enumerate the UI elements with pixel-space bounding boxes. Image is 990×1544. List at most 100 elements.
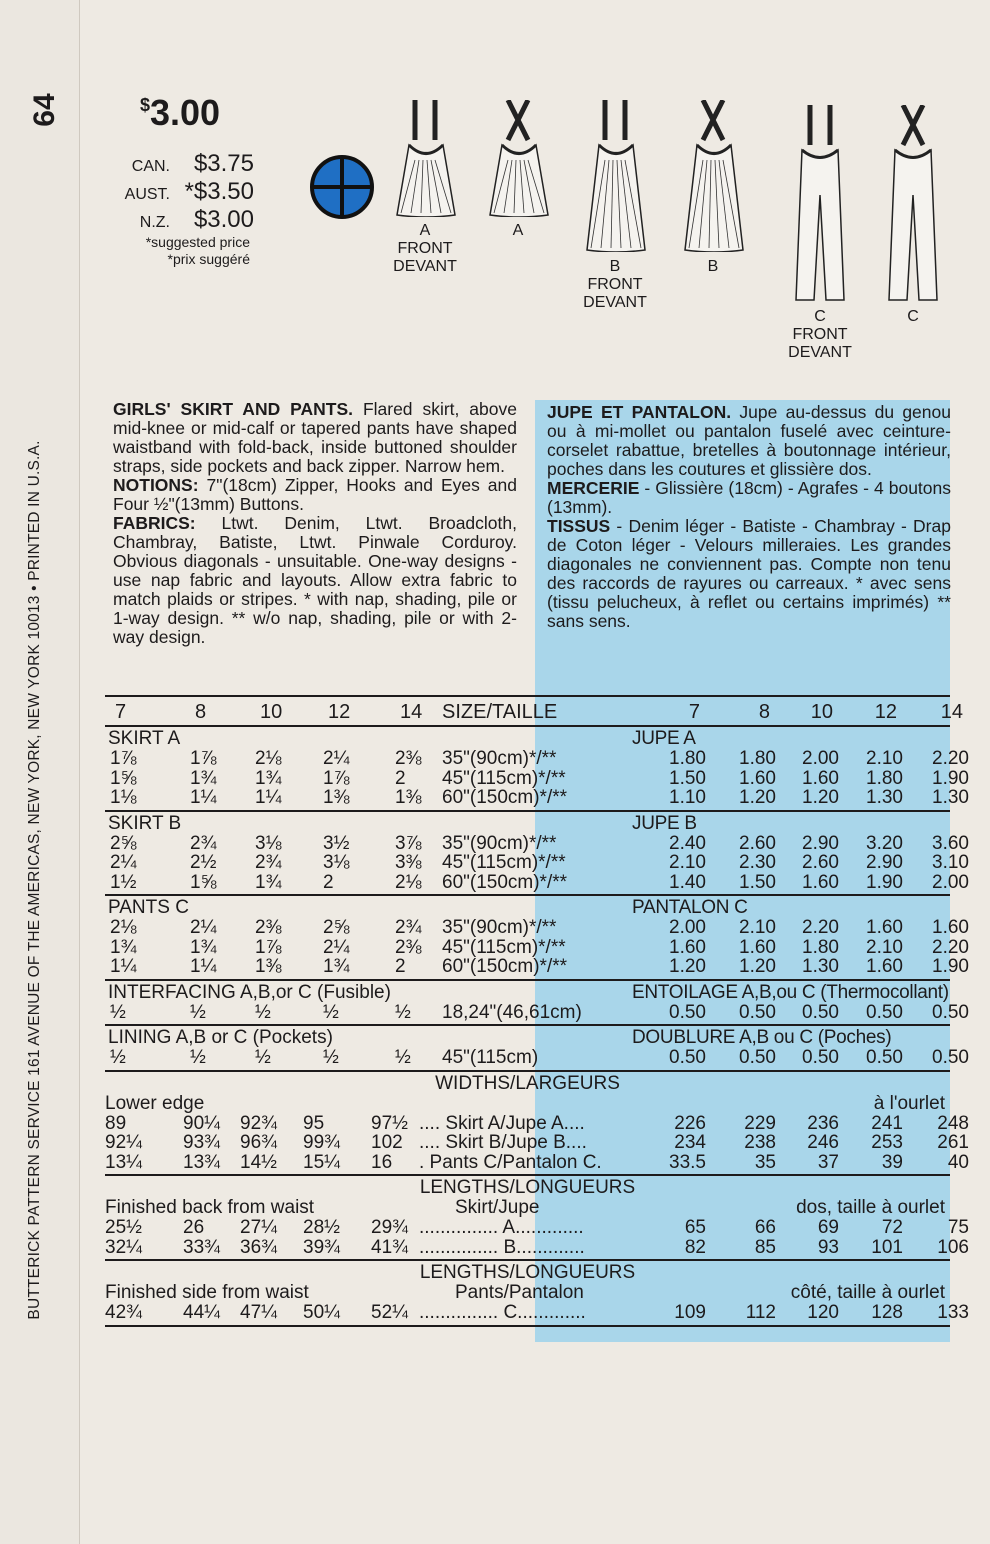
metric-value: 1.80 bbox=[802, 936, 839, 958]
metric-value: 0.50 bbox=[866, 1001, 903, 1023]
imperial-value: 1⅜ bbox=[255, 956, 282, 977]
section-title-fr: JUPE A bbox=[632, 728, 696, 749]
metric-value: 3.20 bbox=[866, 832, 903, 854]
measure-title-row: LENGTHS/LONGUEURS bbox=[105, 1263, 950, 1283]
imperial-value: 1¾ bbox=[255, 767, 282, 789]
imperial-value: 1⅞ bbox=[255, 936, 282, 958]
cm-value: 112 bbox=[745, 1302, 776, 1323]
inches-value: 102 bbox=[371, 1132, 403, 1153]
cm-value: 35 bbox=[754, 1151, 776, 1173]
measure-label-fr: dos, taille à ourlet bbox=[796, 1197, 945, 1218]
measure-subtitle-row: Finished back from waist Skirt/Jupe dos, t… bbox=[105, 1198, 950, 1218]
view-label: C FRONT DEVANT bbox=[788, 308, 852, 361]
imperial-value: 1½ bbox=[110, 871, 137, 893]
view-b-drawing bbox=[586, 100, 646, 252]
imperial-value: ½ bbox=[323, 1047, 339, 1068]
imperial-value: 2⅝ bbox=[110, 832, 137, 854]
cm-value: 229 bbox=[744, 1112, 776, 1134]
fabric-width: 18,24"(46,61cm) bbox=[442, 1001, 582, 1023]
divider bbox=[105, 1259, 950, 1261]
metric-value: 2.10 bbox=[739, 917, 776, 938]
cm-value: 39 bbox=[881, 1151, 903, 1173]
metric-value: 3.60 bbox=[932, 832, 969, 854]
metric-value: 1.80 bbox=[739, 748, 776, 769]
metric-value: 2.00 bbox=[802, 748, 839, 769]
view-c-drawing bbox=[795, 105, 845, 301]
table-row: 1¾ 1¾ 1⅞ 2¼ 2⅜ 45"(115cm)*/** 1.60 1.60 1.80 2.10… bbox=[105, 936, 969, 958]
inches-value: 28½ bbox=[303, 1217, 340, 1238]
cm-value: 85 bbox=[754, 1236, 776, 1258]
metric-value: 2.10 bbox=[866, 748, 903, 769]
fabric-width: 45"(115cm)*/** bbox=[442, 767, 566, 789]
imperial-value: 1⅝ bbox=[190, 871, 217, 893]
imperial-value: 2⅛ bbox=[110, 917, 137, 938]
cm-value: 65 bbox=[684, 1217, 706, 1238]
imperial-value: 1⅛ bbox=[110, 787, 137, 808]
view-c-drawing bbox=[888, 105, 938, 301]
divider bbox=[105, 978, 950, 981]
imperial-value: ½ bbox=[255, 1001, 271, 1023]
inches-value: 14½ bbox=[240, 1151, 277, 1173]
inches-value: 52¼ bbox=[371, 1302, 408, 1323]
imperial-value: 1¾ bbox=[190, 767, 217, 789]
imperial-value: 1⅜ bbox=[323, 787, 350, 808]
imperial-value: 1⅜ bbox=[395, 787, 422, 808]
imperial-value: 1¾ bbox=[190, 936, 217, 958]
table-row: 92¼ 93¾ 96¾ 99¾ 102 .... Skirt B/Jupe B.... 23… bbox=[105, 1132, 969, 1153]
cm-value: 241 bbox=[871, 1112, 903, 1134]
table-row: 25½ 26 27¼ 28½ 29¾ ............... A.........… bbox=[105, 1217, 969, 1238]
metric-value: 1.60 bbox=[802, 767, 839, 789]
cm-value: 37 bbox=[817, 1151, 839, 1173]
size-label: 10 bbox=[810, 701, 833, 723]
metric-value: 1.90 bbox=[932, 767, 969, 789]
imperial-value: 3⅛ bbox=[255, 832, 282, 854]
view-a-drawing bbox=[489, 100, 549, 217]
metric-value: 1.20 bbox=[739, 956, 776, 977]
fabric-width: 45"(115cm) bbox=[442, 1047, 539, 1068]
section-title-en: INTERFACING A,B,or C (Fusible) bbox=[108, 981, 391, 1003]
imperial-value: 2¾ bbox=[395, 917, 422, 938]
garment-label: .... Skirt A/Jupe A.... bbox=[419, 1112, 585, 1134]
metric-value: 1.20 bbox=[739, 787, 776, 808]
imperial-value: 1⅝ bbox=[110, 767, 137, 789]
measure-title: WIDTHS/LARGEURS bbox=[435, 1072, 620, 1094]
imperial-value: ½ bbox=[110, 1047, 126, 1068]
view-label: A bbox=[512, 222, 524, 239]
metric-value: 1.60 bbox=[739, 936, 776, 958]
imperial-value: 2¼ bbox=[323, 936, 350, 958]
metric-value: 1.50 bbox=[739, 871, 776, 893]
metric-value: 1.90 bbox=[866, 871, 903, 893]
measure-title: LENGTHS/LONGUEURS bbox=[419, 1177, 636, 1198]
section-title-row: SKIRT B JUPE B bbox=[105, 814, 950, 834]
metric-value: 2.90 bbox=[866, 852, 903, 873]
suggested-price-note: *suggested price bbox=[145, 234, 250, 250]
imperial-value: 2⅜ bbox=[255, 917, 282, 938]
section-title-fr: ENTOILAGE A,B,ou C (Thermocollant) bbox=[632, 981, 949, 1003]
cm-value: 106 bbox=[937, 1236, 969, 1258]
table-row: ½ ½ ½ ½ ½ 18,24"(46,61cm) 0.50 0.50 0.50 0.50 0.50 bbox=[105, 1001, 969, 1023]
cm-value: 238 bbox=[744, 1132, 776, 1153]
divider bbox=[105, 1069, 950, 1072]
metric-value: 1.20 bbox=[802, 787, 839, 808]
metric-value: 1.30 bbox=[802, 956, 839, 977]
measure-label-en: Finished back from waist bbox=[105, 1197, 315, 1218]
view-a-drawing bbox=[396, 100, 456, 217]
imperial-value: 3⅜ bbox=[395, 852, 422, 873]
imperial-value: 2⅜ bbox=[395, 748, 422, 769]
table-row: 2⅛ 2¼ 2⅜ 2⅝ 2¾ 35"(90cm)*/** 2.00 2.10 2.20 1.60 1… bbox=[105, 917, 969, 938]
imperial-value: 1¼ bbox=[110, 956, 137, 977]
inches-value: 27¼ bbox=[240, 1217, 277, 1238]
size-label: 12 bbox=[328, 701, 351, 723]
table-row: 2⅝ 2¾ 3⅛ 3½ 3⅞ 35"(90cm)*/** 2.40 2.60 2.90 3.20 3… bbox=[105, 832, 969, 854]
imperial-value: 2 bbox=[323, 871, 334, 893]
pattern-number: 64 bbox=[28, 93, 61, 127]
metric-value: 1.20 bbox=[669, 956, 706, 977]
view-label: B bbox=[707, 258, 719, 275]
metric-value: 0.50 bbox=[802, 1047, 839, 1068]
metric-value: 2.20 bbox=[932, 748, 969, 769]
imperial-value: ½ bbox=[190, 1047, 206, 1068]
price-usd: $3.00 bbox=[140, 92, 221, 133]
inches-value: 42¾ bbox=[105, 1302, 142, 1323]
metric-value: 1.40 bbox=[669, 871, 706, 893]
inches-value: 33¾ bbox=[183, 1236, 220, 1258]
